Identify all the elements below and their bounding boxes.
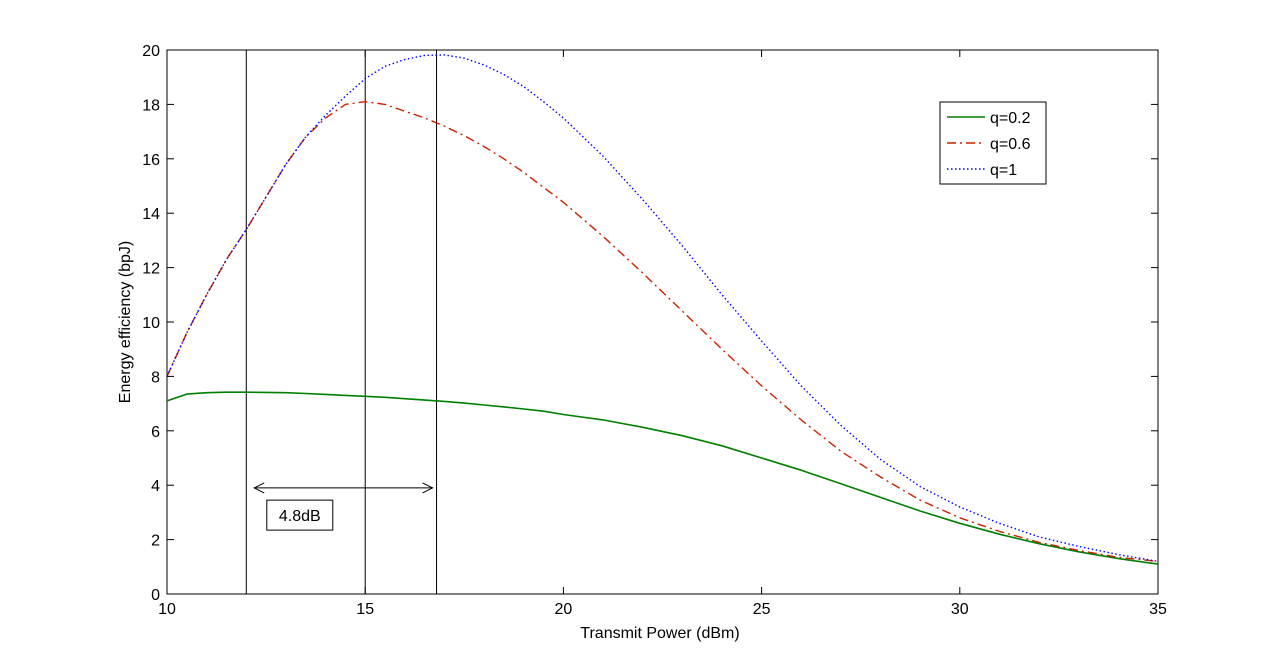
x-tick-label: 25 [753, 601, 771, 618]
legend-label-q=0.2: q=0.2 [990, 110, 1031, 127]
y-tick-label: 0 [151, 587, 160, 604]
annotation: 4.8dB [253, 482, 434, 531]
x-tick-label: 20 [555, 601, 573, 618]
series-line-q=0.6 [166, 100, 1159, 563]
series-line-q=1 [166, 54, 1159, 563]
series-lines [166, 54, 1159, 565]
legend: q=0.2 q=0.6 q=1 [939, 101, 1047, 185]
annotation-box [266, 499, 334, 531]
y-tick-label: 6 [151, 424, 160, 441]
annotation-arrowhead-left [253, 482, 265, 494]
y-axis-ticks: 0 2 4 6 8 10 12 14 16 18 20 [142, 43, 1158, 604]
y-tick-label: 12 [142, 261, 160, 278]
x-tick-label: 30 [951, 601, 969, 618]
y-axis-label: Energy efficiency (bpJ) [117, 241, 134, 403]
y-tick-label: 2 [151, 533, 160, 550]
legend-box [939, 101, 1047, 185]
reference-lines [245, 50, 438, 594]
y-tick-label: 10 [142, 315, 160, 332]
x-axis-label: Transmit Power (dBm) [580, 625, 739, 642]
x-tick-label: 35 [1149, 601, 1167, 618]
y-tick-label: 20 [142, 43, 160, 60]
y-tick-label: 8 [151, 369, 160, 386]
legend-label-q=0.6: q=0.6 [990, 136, 1031, 153]
y-tick-label: 18 [142, 97, 160, 114]
y-tick-label: 16 [142, 152, 160, 169]
series-line-q=0.2 [166, 391, 1159, 565]
y-tick-label: 14 [142, 206, 160, 223]
legend-label-q=1: q=1 [990, 162, 1017, 179]
annotation-label: 4.8dB [279, 508, 321, 525]
x-tick-label: 15 [356, 601, 374, 618]
y-tick-label: 4 [151, 478, 160, 495]
x-axis-ticks: 10 15 20 25 30 35 [158, 50, 1167, 618]
annotation-arrowhead-right [422, 482, 434, 494]
x-tick-label: 10 [158, 601, 176, 618]
